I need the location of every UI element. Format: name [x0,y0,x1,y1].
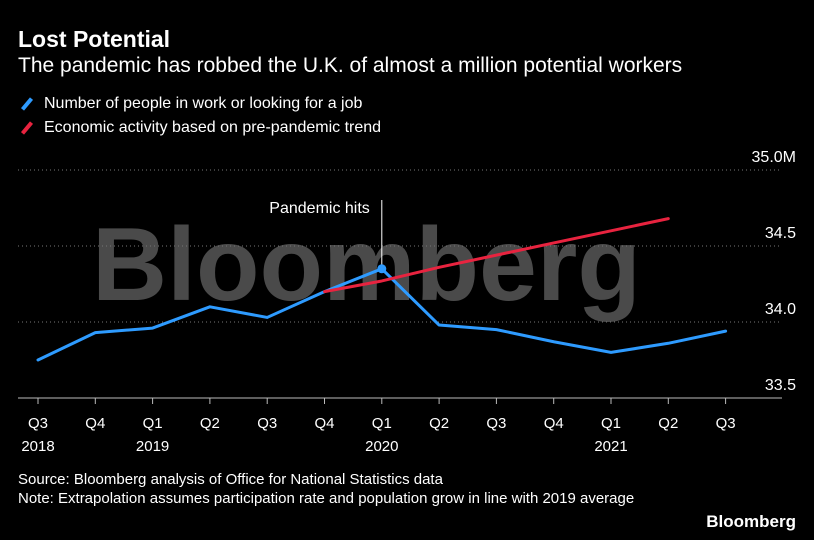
legend-label: Economic activity based on pre-pandemic … [44,119,382,136]
y-tick-label: 34.5 [765,225,796,242]
x-tick-label: Q1 [143,415,163,432]
x-tick-label: Q4 [314,415,334,432]
x-year-label: 2018 [21,438,54,455]
x-tick-label: Q3 [28,415,48,432]
x-tick-label: Q2 [658,415,678,432]
y-tick-label: 34.0 [765,301,796,318]
y-tick-label: 35.0M [752,149,796,166]
x-tick-label: Q1 [601,415,621,432]
annotation-label: Pandemic hits [269,200,370,217]
line-chart: Bloomberg 35.0M 34.5 34.0 33.5 Q3 2018 Q4 Q1 2019… [18,149,796,455]
source-note: Source: Bloomberg analysis of Office for… [18,471,443,488]
chart-subtitle: The pandemic has robbed the U.K. of almo… [18,54,683,77]
legend-label: Number of people in work or looking for … [44,95,363,112]
x-tick-label: Q1 [372,415,392,432]
x-tick-label: Q2 [200,415,220,432]
legend-item-labor-force: Number of people in work or looking for … [18,95,362,113]
bloomberg-logo: Bloomberg [706,512,796,531]
extrapolation-note: Note: Extrapolation assumes participatio… [18,490,635,507]
x-tick-label: Q3 [716,415,736,432]
bloomberg-watermark: Bloomberg [92,207,641,323]
x-tick-label: Q2 [429,415,449,432]
x-tick-label: Q3 [257,415,277,432]
x-year-label: 2020 [365,438,398,455]
y-tick-label: 33.5 [765,377,796,394]
x-tick-label: Q4 [85,415,105,432]
x-tick-label: Q4 [544,415,564,432]
x-tick-label: Q3 [486,415,506,432]
legend-item-trend: Economic activity based on pre-pandemic … [18,119,381,137]
chart-title: Lost Potential [18,26,171,52]
annotation-point [377,264,387,274]
x-year-label: 2019 [136,438,169,455]
x-year-label: 2021 [594,438,627,455]
series-line-trend [323,217,670,294]
